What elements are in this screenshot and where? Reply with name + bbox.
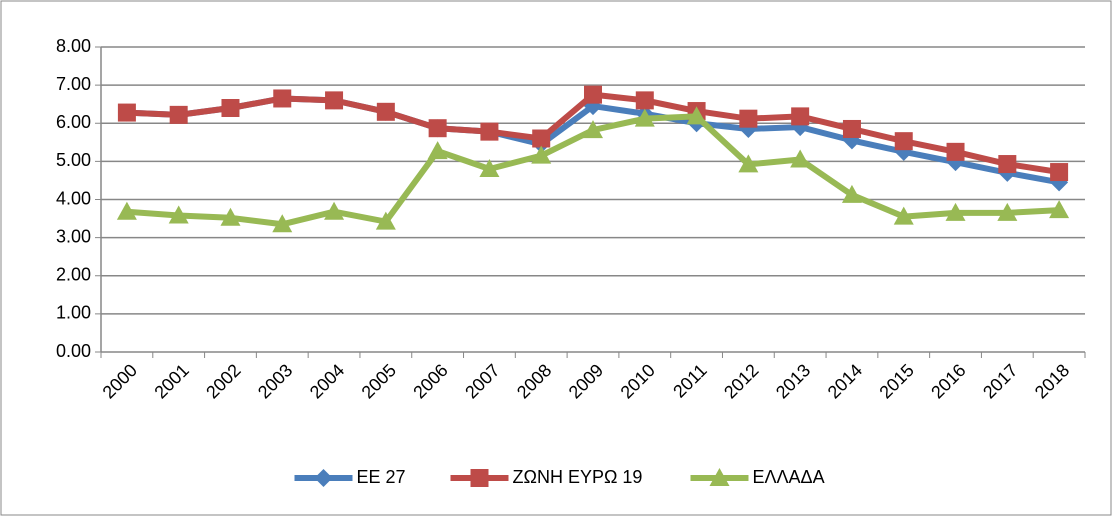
marker [116,201,137,220]
marker [998,155,1017,174]
marker [168,205,189,224]
marker [894,132,913,151]
legend-marker [709,468,730,486]
legend: ΕΕ 27 ΖΩΝΗ ΕΥΡΩ 19 ΕΛΛΑΔΑ [294,467,825,487]
marker [635,91,654,110]
marker [686,106,707,125]
y-tick-label: 2.00 [56,265,91,285]
marker [739,109,758,128]
marker [634,108,655,127]
marker [480,122,499,141]
marker [375,211,396,230]
marker [169,105,188,124]
marker [325,91,344,110]
y-tick-label: 6.00 [56,112,91,132]
marker [1049,200,1070,219]
legend-marker [470,469,489,487]
marker [997,202,1018,221]
marker [791,107,810,126]
marker [221,99,240,117]
marker [738,154,759,173]
y-tick-label: 4.00 [56,188,91,208]
marker [893,206,914,225]
marker [273,89,292,108]
y-tick-label: 5.00 [56,150,91,170]
y-tick-label: 1.00 [56,303,91,323]
legend-label: ΕΕ 27 [357,467,406,487]
marker [841,184,862,203]
marker [532,129,551,148]
marker [842,119,861,138]
y-tick-label: 8.00 [56,36,91,56]
marker [1050,163,1069,182]
marker [790,149,811,168]
y-tick-label: 0.00 [56,341,91,361]
marker [220,207,241,226]
marker [428,119,447,138]
marker [117,103,136,122]
y-tick-label: 7.00 [56,74,91,94]
legend-label: ΖΩΝΗ ΕΥΡΩ 19 [513,467,643,487]
legend-label: ΕΛΛΑΔΑ [753,467,825,487]
marker [946,142,965,161]
marker [376,102,395,121]
marker [945,202,966,221]
marker [479,159,500,177]
legend-marker [314,469,333,487]
marker [272,214,293,233]
marker [324,201,345,220]
marker [583,120,603,139]
y-tick-label: 3.00 [56,226,91,246]
marker [584,85,602,104]
marker [427,141,448,160]
marker [531,145,552,164]
